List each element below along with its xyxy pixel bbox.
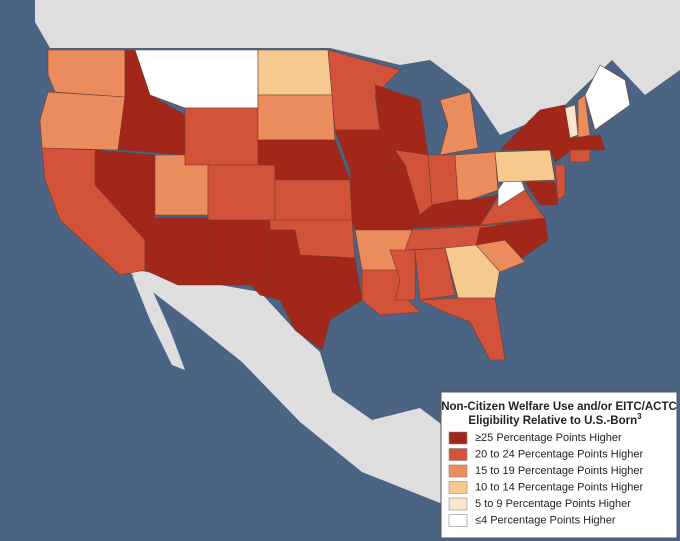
state	[494, 149, 556, 183]
state	[584, 64, 631, 131]
state	[577, 94, 591, 139]
mexico	[125, 268, 482, 505]
legend-label: 5 to 9 Percentage Points Higher	[475, 498, 631, 510]
state	[427, 154, 459, 206]
legend-title-line: Eligibility Relative to U.S.-Born	[468, 415, 637, 427]
state	[444, 244, 501, 299]
legend-title: Non-Citizen Welfare Use and/or EITC/ACTC	[441, 401, 677, 413]
superscript: 3	[637, 412, 642, 421]
legend-label: ≥25 Percentage Points Higher	[475, 432, 622, 444]
canada	[35, 0, 680, 135]
baja	[132, 275, 185, 370]
legend-swatch	[448, 431, 468, 445]
state	[47, 49, 126, 98]
state	[569, 134, 606, 151]
state	[439, 91, 479, 156]
state	[414, 247, 456, 301]
legend-label: 15 to 19 Percentage Points Higher	[475, 465, 644, 477]
legend: Non-Citizen Welfare Use and/or EITC/ACTC…	[440, 391, 678, 539]
legend-swatch	[448, 481, 468, 494]
state	[144, 217, 209, 286]
legend-box	[440, 391, 678, 539]
state	[418, 297, 506, 361]
state	[257, 49, 333, 96]
legend-title: Eligibility Relative to U.S.-Born3	[468, 412, 642, 427]
state	[184, 107, 259, 166]
state	[207, 164, 276, 221]
state	[479, 189, 546, 226]
states	[39, 49, 631, 361]
state	[524, 181, 559, 206]
state	[207, 219, 271, 286]
legend-swatch	[448, 448, 468, 461]
legend-swatch	[448, 514, 468, 527]
state	[244, 229, 363, 351]
state	[39, 91, 126, 151]
state	[569, 149, 591, 163]
legend-label: ≤4 Percentage Points Higher	[475, 514, 616, 526]
legend-label: 10 to 14 Percentage Points Higher	[475, 481, 644, 493]
state	[274, 179, 353, 221]
legend-swatch	[448, 497, 468, 511]
legend-swatch	[448, 464, 468, 478]
state	[389, 249, 416, 301]
state	[411, 194, 499, 229]
legend-label: 20 to 24 Percentage Points Higher	[475, 448, 644, 460]
state	[554, 164, 566, 201]
state	[454, 151, 499, 201]
state	[257, 94, 336, 141]
